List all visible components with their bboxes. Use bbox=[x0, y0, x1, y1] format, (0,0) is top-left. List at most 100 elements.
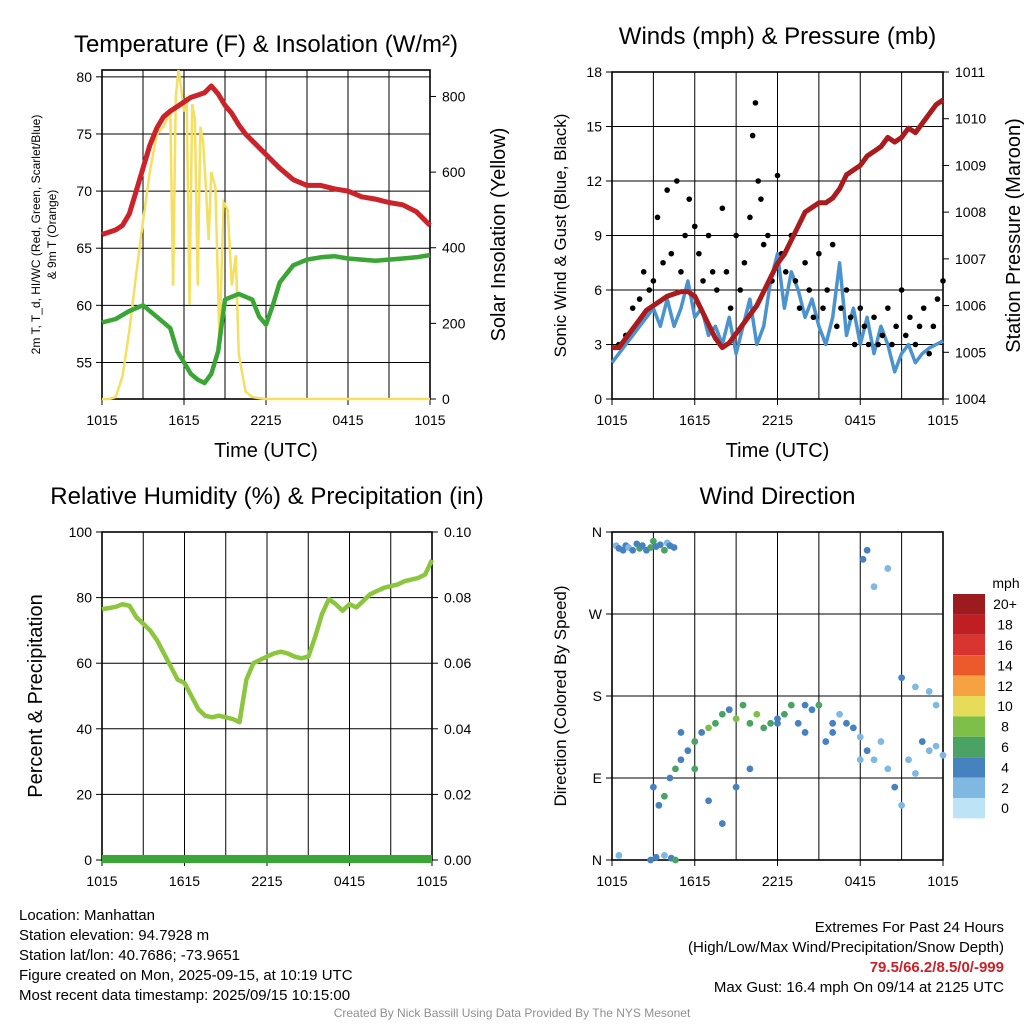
direction-point bbox=[898, 801, 906, 809]
y-axis-label: 2m T, T_d, HI/WC (Red, Green, Scarlet/Bl… bbox=[29, 115, 43, 355]
series-relative-humidity bbox=[101, 558, 435, 725]
panel-2: 0 3 6 9 12 15 18 1004 1005 1006 1007 1008 1009 1010 10… bbox=[551, 23, 1024, 462]
panel-3: 0 20 40 60 80 100 0.00 0.02 0.04 0.06 0.08 0.10 1015… bbox=[25, 483, 484, 889]
direction-point bbox=[684, 747, 692, 755]
location-line: Location: Manhattan bbox=[19, 907, 155, 924]
gust-point bbox=[719, 205, 726, 212]
gust-point bbox=[847, 314, 854, 321]
gust-point bbox=[889, 341, 895, 348]
gust-point bbox=[816, 250, 822, 257]
gust-point bbox=[709, 269, 716, 275]
gust-point bbox=[686, 196, 693, 202]
y-tick-label: 60 bbox=[76, 297, 92, 313]
colorbar-swatch bbox=[953, 634, 985, 656]
y-tick-label: 80 bbox=[76, 590, 92, 606]
gust-point bbox=[834, 323, 840, 330]
y-tick-label: 0 bbox=[84, 852, 92, 868]
y2-tick-label: 200 bbox=[442, 315, 466, 331]
gust-point bbox=[705, 232, 712, 239]
extremes-legend: (High/Low/Max Wind/Precipitation/Snow De… bbox=[688, 939, 1004, 956]
direction-point bbox=[753, 710, 761, 718]
y-tick-label: 65 bbox=[76, 240, 92, 256]
direction-point bbox=[808, 706, 816, 714]
direction-point bbox=[912, 770, 919, 777]
gust-point bbox=[674, 178, 680, 184]
y-tick-label: 6 bbox=[594, 282, 602, 298]
x-tick-label: 1015 bbox=[86, 412, 117, 428]
direction-point bbox=[661, 852, 668, 859]
gust-point bbox=[733, 232, 739, 239]
y-tick-label: N bbox=[592, 524, 602, 540]
colorbar-swatch bbox=[953, 757, 985, 778]
colorbar-swatch bbox=[953, 594, 985, 615]
x-tick-label: 0415 bbox=[845, 873, 876, 889]
direction-point bbox=[925, 747, 933, 755]
y2-tick-label: 0.08 bbox=[444, 590, 471, 606]
colorbar-swatch bbox=[953, 614, 985, 635]
y2-tick-label: 1007 bbox=[955, 251, 986, 267]
direction-point bbox=[739, 701, 747, 709]
extremes-title: Extremes For Past 24 Hours bbox=[814, 919, 1004, 936]
direction-point bbox=[677, 756, 685, 764]
y-axis-label-2: & 9m T (Orange) bbox=[45, 190, 59, 280]
y-tick-label: W bbox=[589, 606, 603, 622]
y2-axis-label: Solar Insolation (Yellow) bbox=[488, 128, 510, 342]
x-tick-label: 1615 bbox=[679, 412, 710, 428]
gust-point bbox=[654, 214, 661, 221]
direction-point bbox=[918, 738, 926, 745]
direction-point bbox=[661, 546, 668, 554]
direction-point bbox=[718, 710, 726, 718]
colorbar-swatch bbox=[953, 655, 985, 676]
direction-point bbox=[863, 747, 871, 755]
direction-point bbox=[672, 765, 679, 773]
x-tick-label: 1015 bbox=[416, 873, 447, 889]
gust-point bbox=[810, 314, 817, 321]
y2-tick-label: 0.04 bbox=[444, 721, 471, 737]
x-tick-label: 1015 bbox=[927, 873, 958, 889]
y2-tick-label: 0.02 bbox=[444, 786, 471, 802]
gust-point bbox=[806, 287, 813, 293]
y-tick-label: 55 bbox=[76, 354, 92, 370]
direction-point bbox=[843, 719, 850, 727]
colorbar-swatch bbox=[953, 675, 985, 696]
gust-point bbox=[865, 341, 872, 348]
y2-tick-label: 1004 bbox=[955, 391, 986, 407]
gust-point bbox=[755, 178, 761, 184]
created-line: Figure created on Mon, 2025-09-15, at 10… bbox=[19, 967, 353, 984]
direction-point bbox=[647, 856, 655, 864]
direction-point bbox=[836, 710, 843, 718]
direction-point bbox=[656, 541, 664, 549]
y-tick-label: E bbox=[593, 770, 602, 786]
gust-point bbox=[714, 287, 720, 293]
y2-tick-label: 1008 bbox=[955, 204, 986, 220]
direction-point bbox=[856, 756, 864, 764]
gust-point bbox=[752, 100, 759, 106]
x-tick-label: 1615 bbox=[169, 873, 200, 889]
gust-point bbox=[912, 341, 919, 348]
y2-axis-label: Station Pressure (Maroon) bbox=[1003, 118, 1024, 353]
gust-point bbox=[727, 305, 734, 311]
direction-point bbox=[905, 756, 912, 764]
y2-tick-label: 1009 bbox=[955, 157, 986, 173]
x-tick-label: 0415 bbox=[334, 873, 365, 889]
direction-point bbox=[629, 546, 637, 554]
gust-point bbox=[916, 323, 923, 330]
y-tick-label: 0 bbox=[594, 391, 602, 407]
elevation-line: Station elevation: 94.7928 m bbox=[19, 927, 210, 944]
colorbar-label: 12 bbox=[997, 678, 1013, 694]
gust-point bbox=[760, 241, 767, 248]
gust-point bbox=[857, 305, 864, 311]
x-tick-label: 1015 bbox=[596, 412, 627, 428]
direction-point bbox=[780, 710, 788, 718]
y-tick-label: 60 bbox=[76, 655, 92, 671]
y-tick-label: 20 bbox=[76, 786, 92, 802]
gust-point bbox=[747, 214, 753, 221]
gust-point bbox=[893, 323, 899, 330]
gust-point bbox=[792, 278, 799, 284]
series-insolation bbox=[102, 69, 430, 401]
series-dewpoint bbox=[101, 252, 431, 386]
gust-point bbox=[749, 132, 756, 139]
gust-point bbox=[691, 223, 698, 230]
gust-point bbox=[902, 332, 909, 339]
colorbar-swatch bbox=[953, 696, 985, 717]
